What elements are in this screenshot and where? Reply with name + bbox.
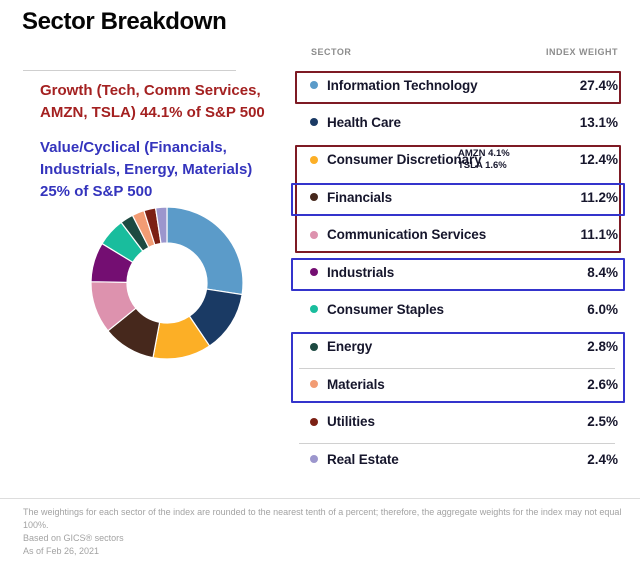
sector-color-dot-icon bbox=[310, 155, 318, 164]
index-weight-value: 2.4% bbox=[587, 451, 618, 467]
sector-color-dot-icon bbox=[310, 193, 318, 202]
sector-color-dot-icon bbox=[310, 417, 318, 426]
footer-disclaimer: The weightings for each sector of the in… bbox=[23, 507, 622, 556]
sector-label: Communication Services bbox=[327, 227, 487, 243]
sector-label: Utilities bbox=[327, 414, 375, 430]
growth-annotation: Growth (Tech, Comm Services, AMZN, TSLA)… bbox=[40, 82, 265, 121]
index-weight-value: 11.1% bbox=[580, 227, 618, 243]
table-row: Industrials 8.4% bbox=[295, 257, 621, 287]
value-cyclical-annotation: Value/Cyclical (Financials, Industrials,… bbox=[40, 139, 253, 200]
row-divider bbox=[299, 368, 615, 370]
index-weight-value: 8.4% bbox=[587, 264, 618, 280]
sector-color-dot-icon bbox=[310, 118, 318, 127]
highlight-box-red bbox=[295, 70, 621, 104]
sector-color-dot-icon bbox=[310, 342, 318, 351]
sector-color-dot-icon bbox=[310, 455, 318, 463]
highlight-box-blue bbox=[291, 182, 625, 216]
sector-label: Industrials bbox=[327, 264, 395, 280]
row-sub-note: AMZN 4.1% TSLA 1.6% bbox=[458, 147, 510, 171]
highlight-box-blue bbox=[291, 332, 625, 403]
sector-color-dot-icon bbox=[310, 305, 318, 314]
sector-donut-chart bbox=[90, 206, 244, 360]
table-row: Financials 11.2% bbox=[295, 182, 621, 212]
index-weight-value: 2.6% bbox=[587, 376, 618, 392]
index-weight-value: 11.2% bbox=[580, 189, 618, 205]
column-header-sector: SECTOR bbox=[311, 47, 352, 57]
index-weight-value: 13.1% bbox=[579, 114, 618, 130]
footer-divider bbox=[0, 498, 640, 499]
table-row: Health Care 13.1% bbox=[295, 107, 621, 137]
sector-label: Real Estate bbox=[327, 451, 399, 467]
highlight-box-red bbox=[295, 145, 621, 254]
sector-color-dot-icon bbox=[310, 230, 318, 239]
divider-line bbox=[23, 70, 236, 71]
table-row: Energy 2.8% bbox=[295, 332, 621, 362]
donut-segment-1 bbox=[166, 206, 244, 296]
sector-label: Consumer Staples bbox=[327, 301, 444, 317]
index-weight-value: 6.0% bbox=[587, 301, 618, 317]
index-weight-value: 2.5% bbox=[587, 414, 618, 430]
sector-color-dot-icon bbox=[310, 268, 318, 276]
table-row: Materials 2.6% bbox=[295, 369, 621, 399]
index-weight-value: 27.4% bbox=[579, 77, 618, 93]
sector-color-dot-icon bbox=[310, 81, 318, 89]
row-divider bbox=[299, 443, 615, 444]
table-row: Consumer Discretionary AMZN 4.1% TSLA 1.… bbox=[295, 145, 621, 175]
sector-label: Health Care bbox=[327, 114, 401, 130]
index-weight-value: 2.8% bbox=[587, 339, 618, 355]
table-row: Utilities 2.5% bbox=[295, 407, 621, 437]
table-row: Communication Services 11.1% bbox=[295, 220, 621, 250]
table-row: Consumer Staples 6.0% bbox=[295, 294, 621, 324]
sector-color-dot-icon bbox=[310, 380, 318, 389]
sector-label: Materials bbox=[327, 376, 385, 392]
table-row: Real Estate 2.4% bbox=[295, 444, 621, 474]
highlight-box-blue bbox=[291, 257, 625, 291]
sector-label: Information Technology bbox=[327, 77, 478, 93]
sector-label: Financials bbox=[327, 189, 393, 205]
index-weight-value: 12.4% bbox=[579, 152, 618, 168]
column-header-index-weight: INDEX WEIGHT bbox=[545, 47, 618, 57]
donut-segment-11 bbox=[154, 206, 168, 245]
sector-label: Consumer Discretionary bbox=[327, 152, 482, 168]
page-title: Sector Breakdown bbox=[22, 8, 227, 35]
table-row: Information Technology 27.4% bbox=[295, 70, 621, 100]
sector-label: Energy bbox=[327, 339, 373, 355]
